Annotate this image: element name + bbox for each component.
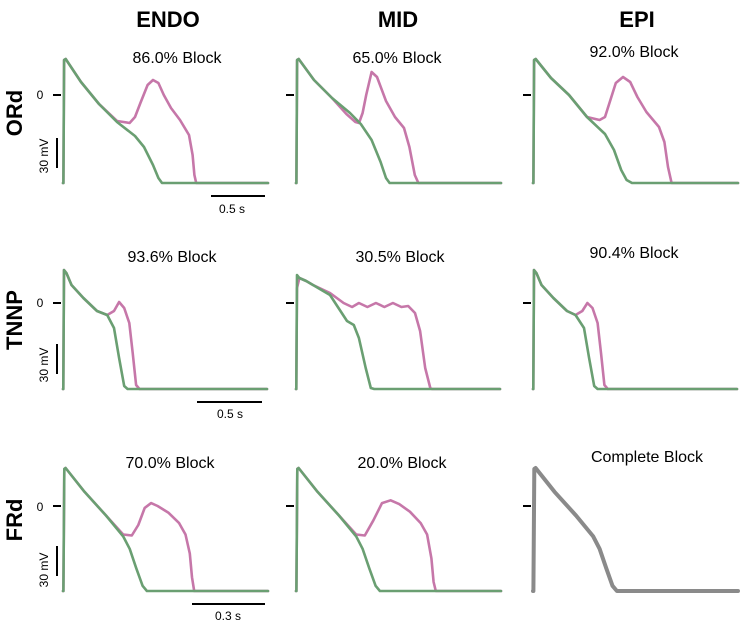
control-trace <box>531 268 739 391</box>
control-trace <box>531 57 740 185</box>
panel-title: 65.0% Block <box>353 50 443 67</box>
panel-title: 30.5% Block <box>356 249 446 266</box>
column-header-epi: EPI <box>619 7 654 32</box>
zero-tick-label: 0 <box>37 296 44 310</box>
block-trace <box>294 57 503 185</box>
panel-title: Complete Block <box>591 449 704 466</box>
control-trace <box>61 57 270 185</box>
panel-title: 86.0% Block <box>133 50 223 67</box>
row-header-ord: ORd <box>2 90 27 136</box>
voltage-scale-label: 30 mV <box>37 348 51 383</box>
block-trace <box>294 466 503 593</box>
time-scale-label: 0.5 s <box>217 407 243 421</box>
zero-tick-label: 0 <box>37 88 44 102</box>
panel-title: 90.4% Block <box>590 245 680 262</box>
control-trace <box>294 273 502 391</box>
block-trace <box>61 268 269 391</box>
voltage-scale-label: 30 mV <box>37 139 51 174</box>
panel-title: 70.0% Block <box>126 455 216 472</box>
control-trace <box>531 466 740 593</box>
control-trace <box>294 466 503 593</box>
time-scale-label: 0.5 s <box>219 202 245 216</box>
voltage-scale-label: 30 mV <box>37 553 51 588</box>
row-header-tnnp: TNNP <box>2 290 27 350</box>
block-trace <box>531 268 739 391</box>
time-scale-label: 0.3 s <box>215 609 241 622</box>
block-trace <box>531 57 740 185</box>
column-header-endo: ENDO <box>136 7 200 32</box>
block-trace <box>294 276 502 391</box>
row-header-frd: FRd <box>2 499 27 542</box>
control-trace <box>294 57 503 185</box>
panel-title: 93.6% Block <box>128 249 218 266</box>
control-trace <box>61 466 270 593</box>
panel-title: 92.0% Block <box>590 44 680 61</box>
panel-title: 20.0% Block <box>358 455 448 472</box>
control-trace <box>61 268 269 391</box>
zero-tick-label: 0 <box>37 500 44 514</box>
block-trace <box>61 57 270 185</box>
block-trace <box>61 466 270 593</box>
column-header-mid: MID <box>378 7 418 32</box>
